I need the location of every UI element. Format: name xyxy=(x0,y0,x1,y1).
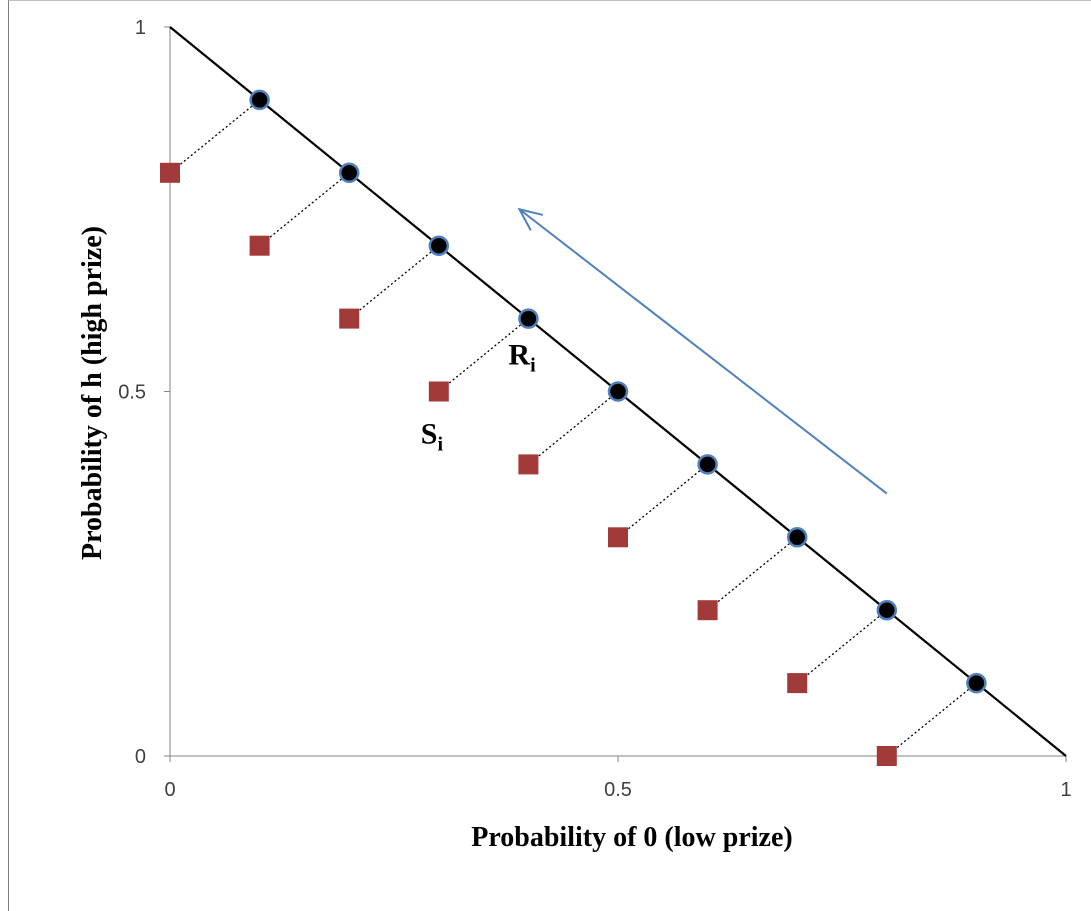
y-tick-label: 1 xyxy=(135,17,146,39)
square-marker xyxy=(697,600,718,621)
square-marker xyxy=(787,673,808,694)
y-tick-label: 0.5 xyxy=(118,382,146,404)
arrow-head xyxy=(517,207,543,231)
connector-line xyxy=(796,609,888,684)
circle-marker xyxy=(697,454,718,475)
point-labels: Ri Si xyxy=(421,339,536,456)
connector-line xyxy=(438,318,529,393)
circle-points xyxy=(249,89,987,694)
circle-marker xyxy=(607,381,629,402)
circle-marker xyxy=(249,89,270,111)
circle-marker xyxy=(338,162,360,184)
x-tick-label: 0.5 xyxy=(604,779,632,801)
square-marker xyxy=(160,162,180,183)
square-marker xyxy=(428,381,449,402)
point-label-subscript: i xyxy=(437,434,443,456)
tick-labels: 0 0.5 1 0 0.5 1 xyxy=(118,17,1071,801)
connector-line xyxy=(259,172,350,247)
circle-marker xyxy=(518,308,539,329)
point-label-s: Si xyxy=(421,418,444,456)
x-tick-label: 0 xyxy=(164,779,175,801)
square-marker xyxy=(876,746,897,766)
direction-arrow xyxy=(517,207,888,495)
x-tick-label: 1 xyxy=(1060,779,1071,801)
connector-line xyxy=(707,536,798,611)
square-points xyxy=(160,162,897,766)
connector-line xyxy=(886,682,977,757)
square-marker xyxy=(339,308,360,329)
circle-marker xyxy=(966,672,987,694)
y-tick-label: 0 xyxy=(135,746,146,768)
circle-marker xyxy=(428,235,450,256)
point-label-r: Ri xyxy=(508,339,536,377)
connector-line xyxy=(527,390,619,465)
circle-marker xyxy=(786,527,808,548)
connector-line xyxy=(348,245,440,320)
square-marker xyxy=(518,454,539,475)
x-axis-title: Probability of 0 (low prize) xyxy=(471,822,792,853)
y-axis-title: Probability of h (high prize) xyxy=(77,226,108,560)
connector-line xyxy=(169,99,261,174)
point-label-subscript: i xyxy=(530,355,536,377)
connector-line xyxy=(617,463,709,538)
square-marker xyxy=(249,235,270,256)
arrow-shaft xyxy=(518,208,888,495)
chart-frame xyxy=(8,0,1091,911)
square-marker xyxy=(608,527,628,548)
circle-marker xyxy=(876,599,898,621)
connector-lines xyxy=(169,99,977,757)
